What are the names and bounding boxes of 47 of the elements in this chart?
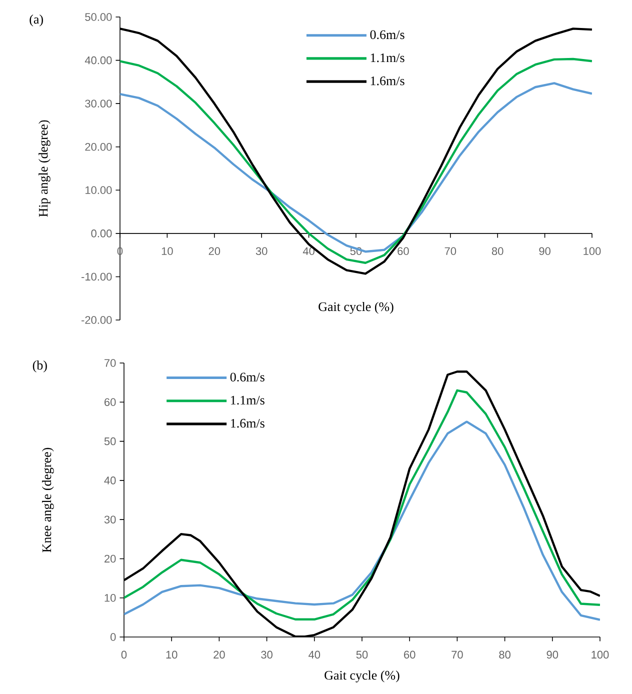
x-tick-label: 30 — [256, 247, 268, 256]
y-tick-label: 40 — [104, 476, 116, 484]
legend-label: 1.6m/s — [370, 76, 404, 86]
y-axis-title: Hip angle (degree) — [38, 120, 50, 217]
x-tick-label: 70 — [452, 650, 463, 659]
y-tick-label: 20 — [104, 554, 116, 563]
legend-label: 1.1m/s — [231, 396, 264, 405]
x-tick-label: 60 — [404, 650, 416, 659]
x-tick-label: 90 — [539, 247, 550, 256]
x-axis-title: Gait cycle (%) — [318, 302, 394, 314]
y-tick-label: 70 — [104, 359, 116, 367]
x-tick-label: 30 — [261, 650, 272, 659]
x-tick-label: 20 — [208, 247, 220, 256]
y-tick-label: 50.00 — [85, 13, 112, 21]
x-tick-label: 70 — [444, 247, 456, 256]
legend-label: 1.6m/s — [231, 418, 264, 428]
x-tick-label: 0 — [121, 650, 127, 659]
y-axis-title: Knee angle (degree) — [42, 448, 54, 552]
x-tick-label: 50 — [356, 650, 368, 659]
x-tick-label: 80 — [492, 247, 504, 256]
x-axis-title: Gait cycle (%) — [324, 670, 400, 682]
legend-label: 0.6m/s — [370, 30, 404, 40]
x-tick-label: 100 — [592, 650, 609, 659]
chart-title: (a) — [30, 14, 43, 26]
y-tick-label: 0.00 — [91, 230, 112, 238]
chart-title: (b) — [32, 360, 47, 372]
x-tick-label: 10 — [162, 247, 173, 256]
y-tick-label: 60 — [104, 398, 116, 406]
x-tick-label: 80 — [499, 650, 510, 659]
y-tick-label: 10 — [104, 594, 116, 602]
x-tick-label: 20 — [214, 650, 225, 659]
y-tick-label: 20.00 — [85, 142, 112, 151]
y-tick-label: 30 — [104, 516, 116, 524]
x-tick-label: 90 — [546, 650, 558, 659]
legend-label: 1.1m/s — [370, 53, 404, 62]
y-tick-label: 50 — [104, 437, 116, 446]
y-tick-label: 10.00 — [86, 186, 112, 194]
y-tick-label: -20.00 — [81, 316, 112, 324]
x-tick-label: 40 — [308, 650, 320, 659]
y-tick-label: 0 — [110, 633, 116, 641]
y-tick-label: 40.00 — [84, 56, 112, 64]
y-tick-label: 30.00 — [85, 100, 112, 108]
x-tick-label: 60 — [398, 247, 409, 256]
y-tick-label: -10.00 — [81, 272, 112, 281]
x-tick-label: 10 — [166, 650, 178, 659]
legend-label: 0.6m/s — [230, 372, 264, 382]
x-tick-label: 100 — [584, 247, 601, 256]
